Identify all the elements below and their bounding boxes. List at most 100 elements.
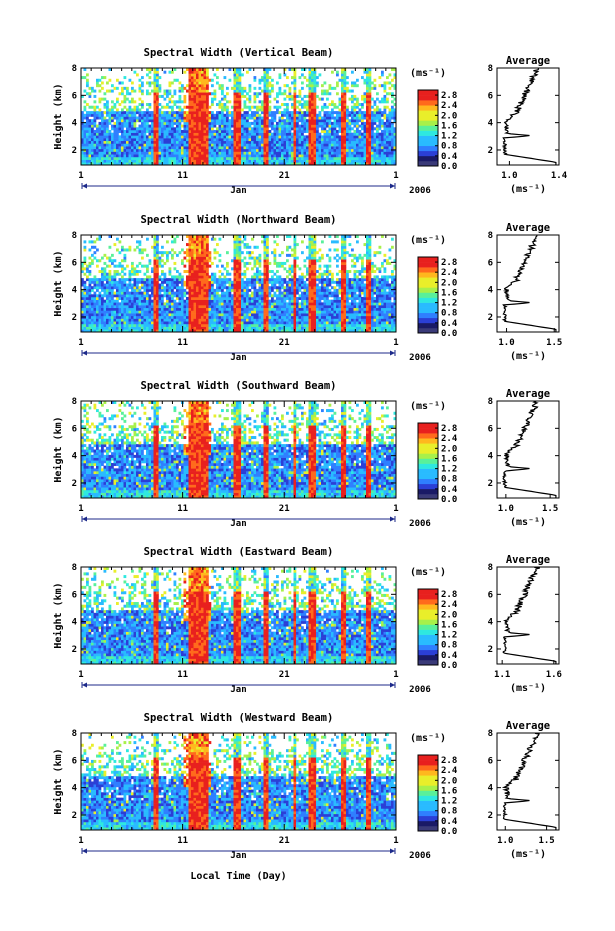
heatmap-cell: [316, 116, 319, 120]
heatmap-cell: [198, 280, 202, 284]
heatmap-cell: [143, 159, 147, 163]
heatmap-cell: [353, 140, 357, 144]
heatmap-cell: [218, 318, 222, 322]
heatmap-cell: [191, 286, 194, 290]
heatmap-cell: [371, 162, 374, 166]
heatmap-cell: [193, 318, 197, 322]
heatmap-cell: [101, 323, 104, 327]
heatmap-cell: [173, 143, 177, 147]
heatmap-cell: [196, 108, 199, 112]
heatmap-cell: [241, 148, 244, 152]
heatmap-cell: [198, 237, 202, 241]
heatmap-cell: [263, 78, 267, 82]
heatmap-cell: [201, 313, 204, 317]
heatmap-cell: [158, 313, 162, 317]
heatmap-cell: [193, 121, 197, 125]
heatmap-cell: [93, 321, 97, 325]
heatmap-cell: [268, 146, 272, 150]
heatmap-cell: [256, 108, 259, 112]
heatmap-cell: [308, 146, 312, 150]
heatmap-cell: [151, 278, 154, 282]
heatmap-cell: [306, 108, 309, 112]
heatmap-cell: [81, 261, 84, 265]
heatmap-cell: [88, 121, 92, 125]
heatmap-cell: [196, 261, 199, 265]
heatmap-cell: [273, 97, 277, 101]
heatmap-cell: [218, 162, 222, 166]
heatmap-cell: [151, 302, 154, 306]
heatmap-cell: [156, 70, 159, 74]
heatmap-cell: [83, 296, 87, 300]
heatmap-cell: [81, 313, 84, 317]
heatmap-cell: [131, 113, 134, 117]
heatmap-cell: [196, 318, 199, 322]
heatmap-cell: [158, 315, 162, 319]
heatmap-cell: [326, 89, 329, 93]
heatmap-cell: [376, 127, 379, 131]
heatmap-cell: [351, 151, 354, 155]
heatmap-cell: [208, 315, 212, 319]
heatmap-cell: [308, 156, 312, 160]
heatmap-cell: [231, 151, 234, 155]
heatmap-cell: [383, 94, 387, 98]
heatmap-cell: [173, 280, 177, 284]
heatmap-cell: [176, 143, 179, 147]
heatmap-cell: [123, 116, 127, 120]
heatmap-cell: [293, 138, 297, 142]
heatmap-cell: [141, 148, 144, 152]
heatmap-cell: [373, 78, 377, 82]
heatmap-cell: [221, 154, 224, 158]
heatmap-cell: [181, 135, 184, 139]
heatmap-cell: [198, 235, 202, 238]
heatmap-cell: [341, 138, 344, 142]
heatmap-cell: [241, 143, 244, 147]
heatmap-cell: [88, 162, 92, 166]
heatmap-cell: [93, 299, 97, 303]
heatmap-cell: [188, 162, 192, 166]
heatmap-cell: [353, 135, 357, 139]
heatmap-cell: [101, 76, 104, 80]
heatmap-cell: [161, 315, 164, 319]
heatmap-cell: [113, 291, 117, 295]
heatmap-cell: [196, 81, 199, 85]
heatmap-cell: [148, 329, 152, 333]
heatmap-cell: [291, 81, 294, 85]
heatmap-cell: [266, 140, 269, 144]
heatmap-cell: [173, 240, 177, 244]
heatmap-cell: [211, 127, 214, 131]
heatmap-cell: [206, 156, 209, 160]
heatmap-cell: [206, 275, 209, 279]
heatmap-cell: [233, 140, 237, 144]
heatmap-cell: [188, 272, 192, 276]
heatmap-cell: [121, 116, 124, 120]
heatmap-cell: [133, 135, 137, 139]
heatmap-cell: [131, 148, 134, 152]
heatmap-cell: [193, 84, 197, 88]
heatmap-cell: [393, 159, 397, 163]
heatmap-cell: [273, 159, 277, 163]
heatmap-cell: [233, 148, 237, 152]
heatmap-cell: [266, 129, 269, 133]
heatmap-cell: [218, 113, 222, 117]
heatmap-cell: [153, 307, 157, 311]
heatmap-cell: [263, 143, 267, 147]
heatmap-cell: [93, 329, 97, 333]
panel-1: Spectral Width (Vertical Beam)2468Height…: [52, 47, 568, 196]
heatmap-cell: [116, 111, 119, 115]
heatmap-cell: [103, 124, 107, 128]
heatmap-cell: [138, 310, 142, 314]
heatmap-cell: [113, 146, 117, 150]
heatmap-cell: [161, 307, 164, 311]
heatmap-cell: [216, 278, 219, 282]
heatmap-cell: [156, 323, 159, 327]
heatmap-cell: [248, 140, 252, 144]
heatmap-cell: [166, 111, 169, 115]
heatmap-cell: [86, 78, 89, 82]
heatmap-cell: [101, 154, 104, 158]
heatmap-cell: [113, 113, 117, 117]
heatmap-cell: [298, 129, 302, 133]
heatmap-cell: [138, 318, 142, 322]
heatmap-cell: [86, 329, 89, 333]
heatmap-cell: [196, 248, 199, 252]
heatmap-cell: [178, 100, 182, 104]
